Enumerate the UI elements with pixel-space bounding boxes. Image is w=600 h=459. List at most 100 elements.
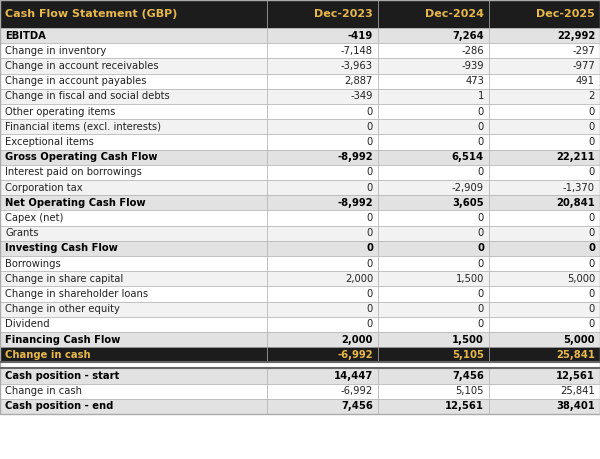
Bar: [489, 210, 600, 226]
Text: Change in fiscal and social debts: Change in fiscal and social debts: [5, 91, 170, 101]
Text: 0: 0: [367, 304, 373, 314]
Text: 7,264: 7,264: [452, 31, 484, 40]
Bar: [378, 73, 489, 89]
Bar: [0, 150, 267, 165]
Text: Cash position - end: Cash position - end: [5, 402, 113, 411]
Text: Financial items (excl. interests): Financial items (excl. interests): [5, 122, 161, 132]
Text: 0: 0: [478, 319, 484, 330]
Text: Change in cash: Change in cash: [5, 386, 82, 396]
Text: 0: 0: [589, 258, 595, 269]
Bar: [267, 104, 378, 119]
Bar: [0, 104, 267, 119]
Bar: [378, 104, 489, 119]
Text: 25,841: 25,841: [556, 350, 595, 360]
Text: Exceptional items: Exceptional items: [5, 137, 94, 147]
Bar: [267, 150, 378, 165]
Bar: [378, 384, 489, 399]
Text: 2,000: 2,000: [345, 274, 373, 284]
Bar: [489, 241, 600, 256]
Text: 5,105: 5,105: [455, 386, 484, 396]
Text: 0: 0: [367, 106, 373, 117]
Bar: [0, 195, 267, 210]
Bar: [378, 89, 489, 104]
Text: -2,909: -2,909: [452, 183, 484, 193]
Text: Dividend: Dividend: [5, 319, 50, 330]
Bar: [489, 332, 600, 347]
Bar: [267, 165, 378, 180]
Bar: [489, 317, 600, 332]
Text: Change in share capital: Change in share capital: [5, 274, 123, 284]
Bar: [0, 165, 267, 180]
Bar: [0, 256, 267, 271]
Text: Other operating items: Other operating items: [5, 106, 115, 117]
Text: 7,456: 7,456: [341, 402, 373, 411]
Bar: [378, 210, 489, 226]
Bar: [0, 28, 267, 43]
Bar: [267, 302, 378, 317]
Text: 0: 0: [589, 289, 595, 299]
Text: Gross Operating Cash Flow: Gross Operating Cash Flow: [5, 152, 157, 162]
Bar: [0, 73, 267, 89]
Bar: [489, 58, 600, 73]
Bar: [267, 332, 378, 347]
Bar: [378, 347, 489, 363]
Bar: [0, 89, 267, 104]
Text: 0: 0: [478, 304, 484, 314]
Text: 0: 0: [367, 137, 373, 147]
Text: 0: 0: [367, 289, 373, 299]
Bar: [378, 271, 489, 286]
Bar: [0, 332, 267, 347]
Text: Net Operating Cash Flow: Net Operating Cash Flow: [5, 198, 146, 208]
Text: 22,992: 22,992: [557, 31, 595, 40]
Text: 0: 0: [478, 106, 484, 117]
Bar: [267, 180, 378, 195]
Text: 0: 0: [478, 137, 484, 147]
Bar: [489, 286, 600, 302]
Bar: [489, 28, 600, 43]
Text: 0: 0: [478, 228, 484, 238]
Text: 12,561: 12,561: [445, 402, 484, 411]
Bar: [378, 43, 489, 58]
Bar: [0, 286, 267, 302]
Text: Change in account receivables: Change in account receivables: [5, 61, 158, 71]
Bar: [489, 165, 600, 180]
Text: 0: 0: [588, 243, 595, 253]
Bar: [378, 119, 489, 134]
Text: Grants: Grants: [5, 228, 38, 238]
Text: 0: 0: [367, 183, 373, 193]
Text: -349: -349: [350, 91, 373, 101]
Text: 473: 473: [465, 76, 484, 86]
Bar: [489, 195, 600, 210]
Bar: [489, 73, 600, 89]
Text: Dec-2024: Dec-2024: [425, 9, 484, 19]
Bar: [0, 134, 267, 150]
Text: 5,000: 5,000: [567, 274, 595, 284]
Text: 2,887: 2,887: [344, 76, 373, 86]
Bar: [489, 384, 600, 399]
Bar: [378, 286, 489, 302]
Bar: [267, 89, 378, 104]
Bar: [378, 165, 489, 180]
Bar: [489, 256, 600, 271]
Text: 14,447: 14,447: [334, 371, 373, 381]
Text: 7,456: 7,456: [452, 371, 484, 381]
Text: 0: 0: [478, 289, 484, 299]
Bar: [267, 347, 378, 363]
Text: Financing Cash Flow: Financing Cash Flow: [5, 335, 121, 345]
Bar: [267, 241, 378, 256]
Bar: [489, 0, 600, 28]
Bar: [0, 0, 267, 28]
Text: 5,000: 5,000: [563, 335, 595, 345]
Text: -419: -419: [348, 31, 373, 40]
Text: 0: 0: [589, 213, 595, 223]
Bar: [267, 58, 378, 73]
Text: Change in inventory: Change in inventory: [5, 46, 106, 56]
Bar: [378, 150, 489, 165]
Text: -7,148: -7,148: [341, 46, 373, 56]
Bar: [378, 256, 489, 271]
Text: 2: 2: [589, 91, 595, 101]
Bar: [378, 369, 489, 384]
Text: Cash position - start: Cash position - start: [5, 371, 119, 381]
Bar: [0, 210, 267, 226]
Text: 0: 0: [589, 137, 595, 147]
